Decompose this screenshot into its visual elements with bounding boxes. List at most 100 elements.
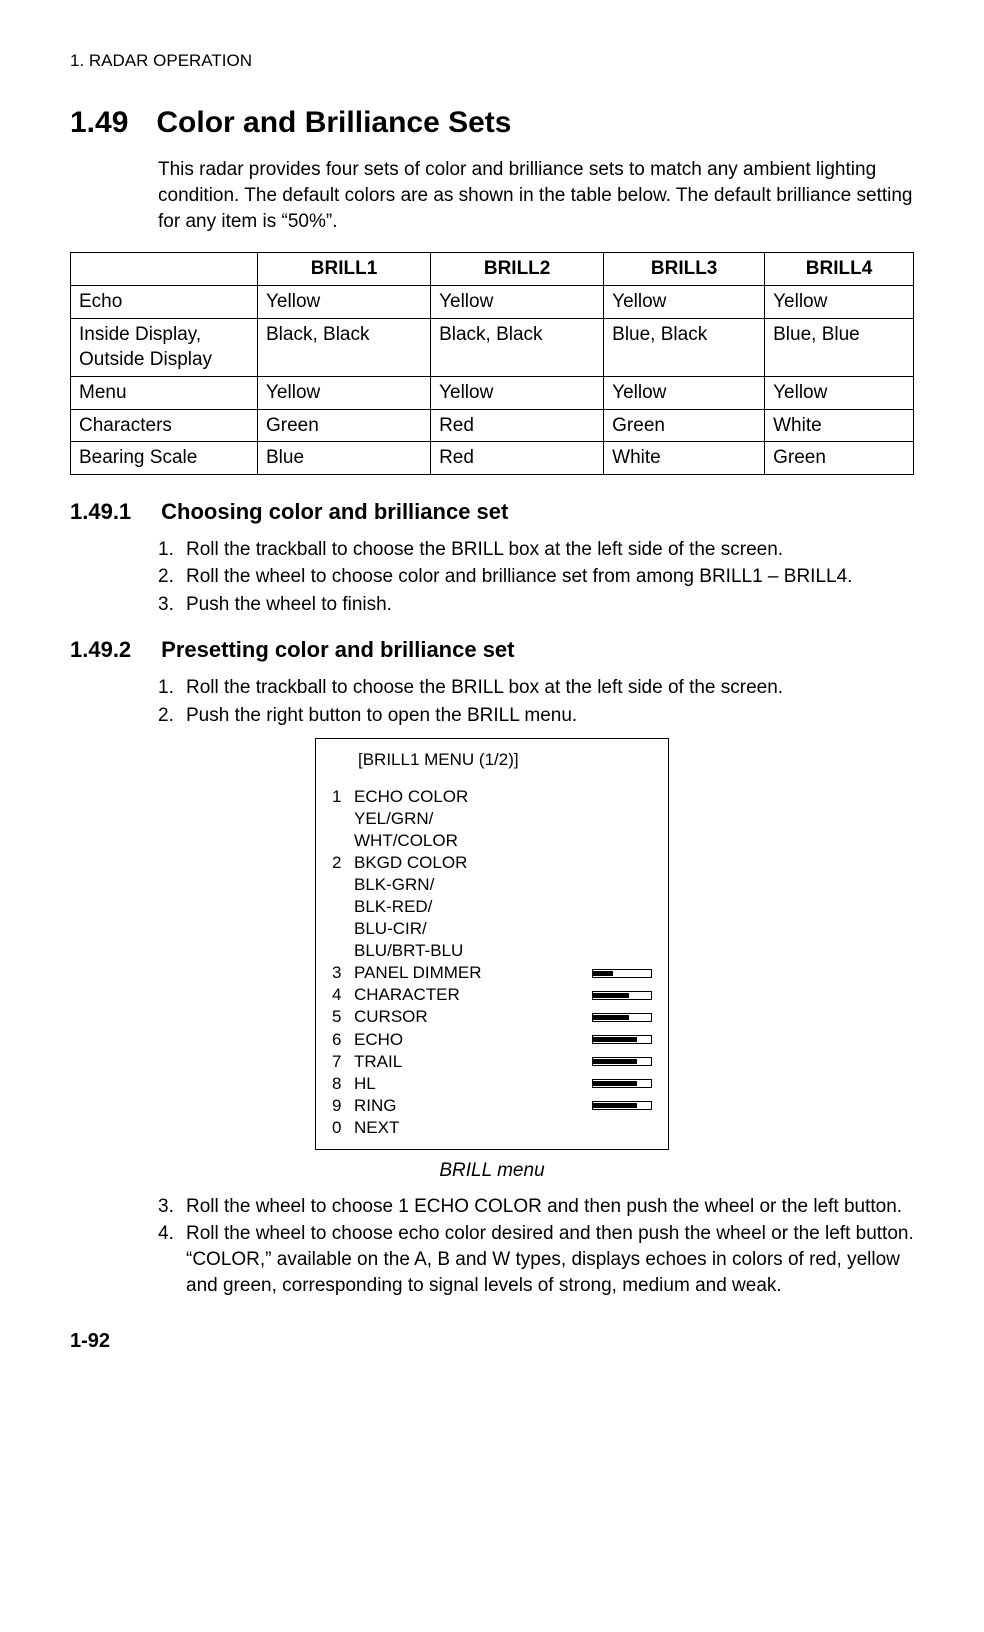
table-cell: Yellow <box>765 376 914 409</box>
menu-item-key: 6 <box>332 1029 354 1051</box>
table-cell: Green <box>765 442 914 475</box>
table-header: BRILL3 <box>604 253 765 286</box>
subsection-1-number: 1.49.1 <box>70 497 131 527</box>
table-header: BRILL2 <box>431 253 604 286</box>
step-number: 1. <box>158 675 186 701</box>
table-header: BRILL4 <box>765 253 914 286</box>
menu-item-label: BKGD COLOR <box>354 852 652 874</box>
list-item: 1.Roll the trackball to choose the BRILL… <box>158 537 914 563</box>
subsection-1-steps: 1.Roll the trackball to choose the BRILL… <box>158 537 914 618</box>
table-header: BRILL1 <box>258 253 431 286</box>
slider-icon <box>592 991 652 1000</box>
subsection-2-steps-a: 1.Roll the trackball to choose the BRILL… <box>158 675 914 728</box>
menu-item-key: 9 <box>332 1095 354 1117</box>
menu-item-label: CURSOR <box>354 1006 592 1028</box>
table-cell: Blue, Black <box>604 318 765 376</box>
menu-item-label: CHARACTER <box>354 984 592 1006</box>
table-cell: Black, Black <box>258 318 431 376</box>
menu-item: 8HL <box>332 1073 652 1095</box>
step-text: Roll the trackball to choose the BRILL b… <box>186 675 914 701</box>
list-item: 2.Roll the wheel to choose color and bri… <box>158 564 914 590</box>
table-row: MenuYellowYellowYellowYellow <box>71 376 914 409</box>
page-header: 1. RADAR OPERATION <box>70 50 914 73</box>
table-cell: Red <box>431 442 604 475</box>
menu-item: 7TRAIL <box>332 1051 652 1073</box>
brill-menu-title: [BRILL1 MENU (1/2)] <box>358 749 652 771</box>
menu-item: 5CURSOR <box>332 1006 652 1028</box>
table-cell: Black, Black <box>431 318 604 376</box>
table-cell: White <box>765 409 914 442</box>
table-cell: Bearing Scale <box>71 442 258 475</box>
table-cell: Yellow <box>431 286 604 319</box>
table-cell: Inside Display, Outside Display <box>71 318 258 376</box>
table-cell: Yellow <box>604 286 765 319</box>
menu-item-sub: BLU-CIR/ <box>354 918 652 940</box>
table-row: EchoYellowYellowYellowYellow <box>71 286 914 319</box>
subsection-1-heading: 1.49.1 Choosing color and brilliance set <box>70 497 914 527</box>
menu-item-label: HL <box>354 1073 592 1095</box>
table-cell: Blue <box>258 442 431 475</box>
menu-item-label: PANEL DIMMER <box>354 962 592 984</box>
step-number: 2. <box>158 564 186 590</box>
step-number: 3. <box>158 592 186 618</box>
menu-item-label: TRAIL <box>354 1051 592 1073</box>
subsection-2-title: Presetting color and brilliance set <box>161 635 514 665</box>
table-cell: Characters <box>71 409 258 442</box>
menu-item-key: 0 <box>332 1117 354 1139</box>
slider-icon <box>592 969 652 978</box>
table-cell: Echo <box>71 286 258 319</box>
brill-menu-caption: BRILL menu <box>70 1158 914 1184</box>
table-cell: Yellow <box>431 376 604 409</box>
table-row: Bearing ScaleBlueRedWhiteGreen <box>71 442 914 475</box>
menu-item-sub: WHT/COLOR <box>354 830 652 852</box>
list-item: 2.Push the right button to open the BRIL… <box>158 703 914 729</box>
section-heading: 1.49 Color and Brilliance Sets <box>70 103 914 144</box>
menu-item-key: 8 <box>332 1073 354 1095</box>
brill-menu-box: [BRILL1 MENU (1/2)] 1ECHO COLORYEL/GRN/W… <box>315 738 669 1150</box>
table-cell: Green <box>604 409 765 442</box>
menu-item-sub: BLK-GRN/ <box>354 874 652 896</box>
menu-item-label: RING <box>354 1095 592 1117</box>
step-text: Roll the wheel to choose echo color desi… <box>186 1221 914 1298</box>
list-item: 3.Roll the wheel to choose 1 ECHO COLOR … <box>158 1194 914 1220</box>
menu-item: 4CHARACTER <box>332 984 652 1006</box>
step-number: 3. <box>158 1194 186 1220</box>
step-text: Push the right button to open the BRILL … <box>186 703 914 729</box>
menu-item: 0NEXT <box>332 1117 652 1139</box>
slider-icon <box>592 1101 652 1110</box>
table-cell: Yellow <box>258 376 431 409</box>
step-text: Roll the wheel to choose color and brill… <box>186 564 914 590</box>
subsection-1-title: Choosing color and brilliance set <box>161 497 508 527</box>
slider-icon <box>592 1079 652 1088</box>
slider-icon <box>592 1035 652 1044</box>
table-cell: Blue, Blue <box>765 318 914 376</box>
slider-icon <box>592 1013 652 1022</box>
step-number: 4. <box>158 1221 186 1298</box>
menu-item: 3PANEL DIMMER <box>332 962 652 984</box>
menu-item-sub: YEL/GRN/ <box>354 808 652 830</box>
subsection-2-number: 1.49.2 <box>70 635 131 665</box>
step-text: Push the wheel to finish. <box>186 592 914 618</box>
table-cell: White <box>604 442 765 475</box>
table-header <box>71 253 258 286</box>
table-row: CharactersGreenRedGreenWhite <box>71 409 914 442</box>
menu-item-label: ECHO <box>354 1029 592 1051</box>
subsection-2-steps-b: 3.Roll the wheel to choose 1 ECHO COLOR … <box>158 1194 914 1299</box>
menu-item-key: 7 <box>332 1051 354 1073</box>
menu-item-key: 3 <box>332 962 354 984</box>
table-cell: Menu <box>71 376 258 409</box>
table-row: Inside Display, Outside DisplayBlack, Bl… <box>71 318 914 376</box>
step-text: Roll the wheel to choose 1 ECHO COLOR an… <box>186 1194 914 1220</box>
menu-item-label: ECHO COLOR <box>354 786 652 808</box>
menu-item: 9RING <box>332 1095 652 1117</box>
step-text: Roll the trackball to choose the BRILL b… <box>186 537 914 563</box>
table-cell: Green <box>258 409 431 442</box>
menu-item: 6ECHO <box>332 1029 652 1051</box>
menu-item-key: 2 <box>332 852 354 874</box>
section-title: Color and Brilliance Sets <box>156 103 511 144</box>
menu-item-key: 5 <box>332 1006 354 1028</box>
table-cell: Yellow <box>604 376 765 409</box>
menu-item-sub: BLU/BRT-BLU <box>354 940 652 962</box>
table-cell: Yellow <box>765 286 914 319</box>
menu-item: 1ECHO COLOR <box>332 786 652 808</box>
